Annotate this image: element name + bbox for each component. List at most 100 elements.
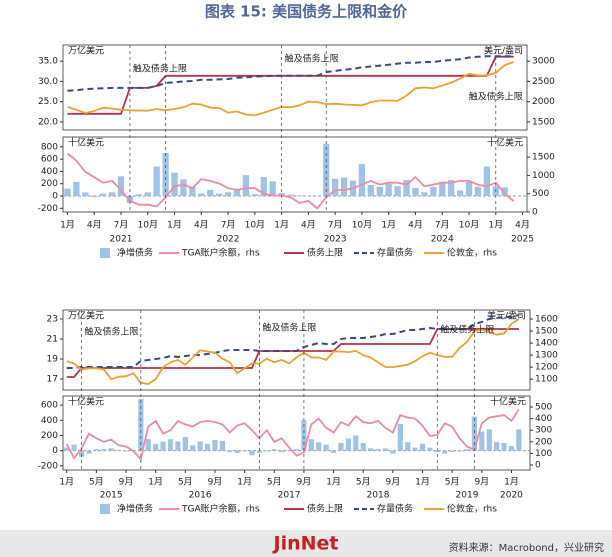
bar bbox=[516, 429, 522, 451]
bar bbox=[153, 166, 160, 197]
y-tick-label: 0 bbox=[52, 192, 58, 202]
bar bbox=[219, 440, 225, 451]
bar bbox=[91, 196, 98, 198]
bar bbox=[100, 193, 107, 197]
y2-axis-unit: 美元/盎司 bbox=[487, 310, 526, 322]
bar bbox=[465, 181, 473, 197]
series-line bbox=[66, 318, 520, 385]
bar bbox=[464, 449, 470, 451]
y-tick-label: 200 bbox=[41, 431, 58, 441]
bar bbox=[108, 192, 116, 197]
bar bbox=[394, 186, 401, 197]
legend-label: 净增债务 bbox=[117, 503, 153, 515]
y-tick-label: 600 bbox=[41, 155, 58, 165]
legend-label: TGA账户余额，rhs bbox=[181, 247, 260, 259]
bar bbox=[427, 447, 433, 451]
bar bbox=[376, 186, 383, 197]
bar bbox=[430, 186, 437, 197]
bar bbox=[278, 192, 285, 197]
bar bbox=[64, 188, 71, 197]
bar bbox=[494, 442, 500, 451]
bar bbox=[353, 435, 359, 451]
legend-label: 债务上限 bbox=[307, 503, 343, 515]
y2-tick-label: 0 bbox=[532, 208, 538, 218]
bar bbox=[330, 450, 337, 453]
x-tick-label: 1月 bbox=[148, 477, 163, 488]
y-axis-unit: 十亿美元 bbox=[68, 137, 104, 149]
x-tick-label: 7月 bbox=[328, 220, 343, 231]
year-label: 2016 bbox=[189, 491, 212, 501]
x-tick-label: 4月 bbox=[515, 220, 530, 231]
bar bbox=[78, 450, 85, 457]
x-tick-label: 1月 bbox=[167, 220, 182, 231]
bar bbox=[108, 448, 114, 451]
legend-label: TGA账户余额，rhs bbox=[181, 503, 260, 515]
x-tick-label: 1月 bbox=[504, 477, 519, 488]
annotation: 触及债务上限 bbox=[85, 326, 139, 338]
y2-tick-label: 500 bbox=[532, 189, 549, 199]
y2-axis-unit: 十亿美元 bbox=[487, 137, 523, 149]
bar bbox=[117, 176, 125, 197]
bar bbox=[175, 441, 181, 451]
bar bbox=[501, 443, 507, 451]
bar bbox=[182, 436, 188, 451]
y-tick-label: 30.0 bbox=[38, 77, 58, 87]
x-tick-label: 1月 bbox=[488, 220, 503, 231]
x-tick-label: 5月 bbox=[89, 477, 104, 488]
bar bbox=[249, 450, 255, 456]
x-tick-label: 7月 bbox=[114, 220, 129, 231]
bar bbox=[323, 143, 330, 197]
y2-tick-label: 1500 bbox=[532, 117, 555, 127]
bar bbox=[260, 176, 267, 197]
y-tick-label: 17 bbox=[47, 375, 58, 385]
x-tick-label: 9月 bbox=[474, 477, 489, 488]
bar bbox=[224, 192, 232, 197]
y-tick-label: 25.0 bbox=[38, 97, 58, 107]
x-tick-label: 1月 bbox=[59, 477, 74, 488]
bar bbox=[64, 447, 70, 451]
x-tick-label: 5月 bbox=[356, 477, 371, 488]
bar bbox=[162, 152, 169, 197]
bar bbox=[471, 416, 477, 451]
y-tick-label: 23 bbox=[47, 315, 58, 325]
bar bbox=[180, 179, 187, 197]
bar bbox=[171, 172, 178, 197]
legend-label: 伦敦金，rhs bbox=[447, 247, 497, 259]
year-label: 2017 bbox=[278, 491, 301, 501]
y2-axis-unit: 十亿美元 bbox=[490, 396, 526, 408]
y-axis-unit: 万亿美元 bbox=[68, 45, 104, 57]
y-tick-label: -200 bbox=[38, 204, 59, 214]
bar bbox=[403, 180, 410, 197]
bar bbox=[197, 441, 203, 451]
bar bbox=[251, 194, 258, 197]
bar bbox=[269, 181, 276, 197]
y2-tick-label: 3000 bbox=[532, 57, 555, 67]
y2-tick-label: 1500 bbox=[535, 327, 558, 337]
bar bbox=[486, 429, 492, 451]
x-tick-label: 7月 bbox=[435, 220, 450, 231]
bar bbox=[434, 450, 440, 453]
y2-tick-label: 1400 bbox=[535, 339, 558, 349]
bar bbox=[368, 448, 374, 451]
x-tick-label: 4月 bbox=[194, 220, 209, 231]
plot-frame bbox=[62, 44, 528, 131]
bar bbox=[242, 175, 250, 197]
bar bbox=[135, 194, 142, 197]
bar bbox=[116, 449, 122, 451]
bar bbox=[360, 443, 366, 451]
x-tick-label: 9月 bbox=[119, 477, 134, 488]
y2-tick-label: 100 bbox=[535, 449, 552, 459]
bar bbox=[256, 450, 263, 453]
bar bbox=[190, 445, 196, 451]
y2-axis-unit: 美元/盎司 bbox=[484, 45, 523, 57]
bar bbox=[382, 448, 389, 451]
y2-tick-label: 1500 bbox=[532, 153, 555, 163]
year-label: 2024 bbox=[431, 235, 454, 245]
x-tick-label: 4月 bbox=[301, 220, 316, 231]
bar bbox=[367, 184, 374, 197]
plot-frame bbox=[62, 136, 528, 213]
legend-swatch bbox=[100, 504, 110, 514]
x-tick-label: 1月 bbox=[415, 477, 430, 488]
bar bbox=[167, 439, 174, 451]
annotation: 触及债务上限 bbox=[440, 324, 494, 336]
